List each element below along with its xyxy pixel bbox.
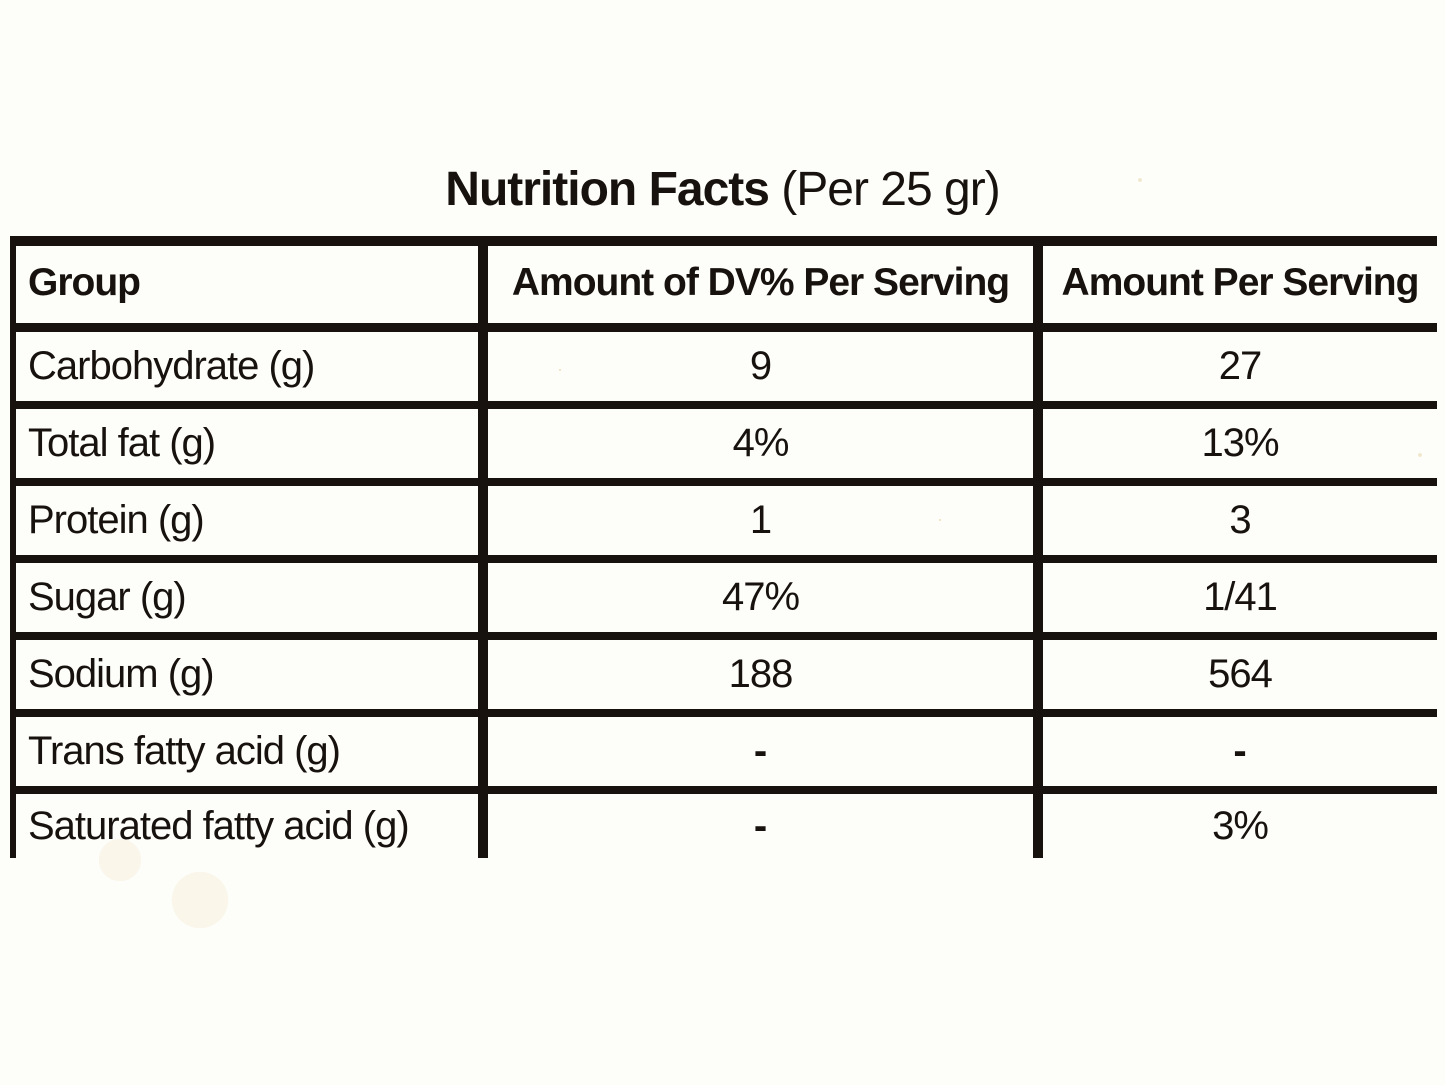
dv-value-cell: 47% xyxy=(488,563,1043,632)
column-header-group: Group xyxy=(16,246,488,323)
dv-value-cell: - xyxy=(488,717,1043,786)
table-row-sodium: Sodium (g) 188 564 xyxy=(16,640,1437,717)
amount-value-cell: 3% xyxy=(1212,803,1269,848)
row-label: Saturated fatty acid (g) xyxy=(16,794,488,858)
amount-value-cell: 564 xyxy=(1208,652,1273,696)
page-title-main: Nutrition Facts xyxy=(445,163,770,216)
amount-value-cell: 13% xyxy=(1201,421,1279,465)
table-row-protein: Protein (g) 1 3 xyxy=(16,486,1437,563)
page-title-serving-size: (Per 25 gr) xyxy=(768,163,1000,216)
row-label: Sugar (g) xyxy=(16,563,488,632)
dv-value-cell: 1 xyxy=(488,486,1043,555)
table-row-trans-fatty-acid: Trans fatty acid (g) - - xyxy=(16,717,1437,794)
amount-value-cell: 27 xyxy=(1218,344,1263,388)
row-label: Trans fatty acid (g) xyxy=(16,717,488,786)
dv-value-cell: - xyxy=(488,794,1043,858)
nutrition-facts-table: Group Amount of DV% Per Serving Amount P… xyxy=(10,236,1437,858)
column-header-dv: Amount of DV% Per Serving xyxy=(488,246,1043,323)
amount-value-cell: 1/41 xyxy=(1203,575,1278,619)
dv-value-cell: 188 xyxy=(488,640,1043,709)
row-label: Sodium (g) xyxy=(16,640,488,709)
table-header-row: Group Amount of DV% Per Serving Amount P… xyxy=(16,246,1437,332)
dv-value-cell: 9 xyxy=(488,332,1043,401)
table-row-carbohydrate: Carbohydrate (g) 9 27 xyxy=(16,332,1437,409)
amount-value-cell: - xyxy=(1233,729,1247,773)
column-header-amount: Amount Per Serving xyxy=(1061,260,1420,304)
row-label: Total fat (g) xyxy=(16,409,488,478)
table-row-sugar: Sugar (g) 47% 1/41 xyxy=(16,563,1437,640)
table-row-saturated-fatty-acid: Saturated fatty acid (g) - 3% xyxy=(16,794,1437,858)
row-label: Carbohydrate (g) xyxy=(16,332,488,401)
dv-value-cell: 4% xyxy=(488,409,1043,478)
page-title: Nutrition Facts (Per 25 gr) xyxy=(0,163,1445,217)
amount-value-cell: 3 xyxy=(1229,498,1251,542)
row-label: Protein (g) xyxy=(16,486,488,555)
table-row-total-fat: Total fat (g) 4% 13% xyxy=(16,409,1437,486)
